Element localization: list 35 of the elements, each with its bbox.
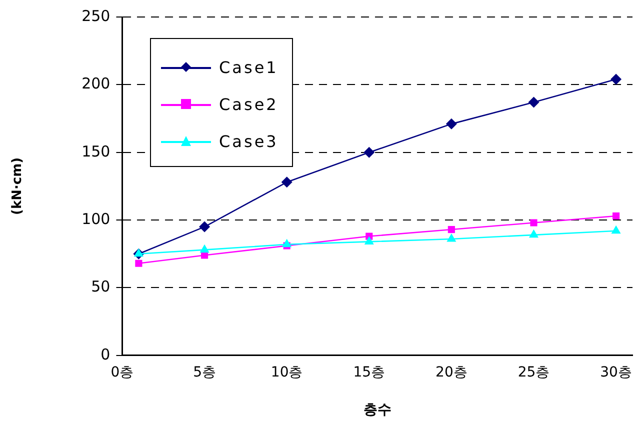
point (282, 238, 292, 248)
point (135, 260, 142, 267)
point (528, 96, 540, 108)
point (610, 74, 622, 85)
point (200, 244, 210, 253)
y-tick-label: 250 (82, 6, 110, 25)
y-tick-label: 200 (82, 74, 110, 93)
point (446, 118, 457, 130)
x-tick-label: 30층 (600, 364, 632, 380)
point (448, 226, 455, 234)
y-tick-label: 100 (82, 210, 110, 228)
point (611, 225, 621, 234)
y-tick-label: 0 (100, 345, 110, 364)
x-tick-label: 20층 (436, 364, 468, 380)
point (530, 219, 538, 226)
y-tick-label: 50 (91, 278, 110, 296)
y-axis-title: (kN·cm) (10, 157, 26, 216)
point (364, 146, 375, 158)
point (199, 221, 210, 232)
x-tick-label: 15층 (353, 364, 386, 380)
point (528, 229, 538, 238)
x-axis-title: 층수 (363, 402, 392, 418)
x-tick-label: 0층 (110, 364, 134, 380)
point (364, 236, 374, 244)
legend-label: Case1 (219, 58, 278, 77)
legend-label: Case3 (219, 132, 278, 151)
x-tick-label: 25층 (518, 364, 550, 380)
point (612, 212, 620, 220)
x-tick-label: 10층 (270, 364, 303, 380)
legend-label: Case2 (219, 95, 278, 114)
point (281, 176, 292, 188)
y-tick-label: 150 (82, 142, 110, 160)
x-tick-label: 5층 (193, 364, 216, 380)
point (134, 248, 144, 257)
point (446, 233, 456, 242)
